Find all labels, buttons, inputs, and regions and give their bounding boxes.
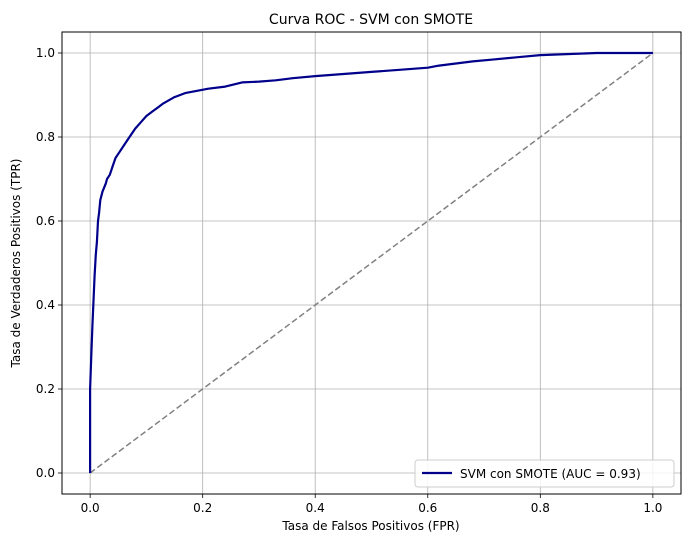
y-tick-label: 0.4 [36,298,55,312]
y-tick-label: 0.8 [36,130,55,144]
x-tick-label: 0.0 [81,501,100,515]
plot-frame [61,31,682,495]
x-tick-label: 0.8 [531,501,550,515]
y-tick-label: 0.2 [36,382,55,396]
legend-box [414,459,675,488]
roc-curve-line [88,51,653,473]
series-layer [88,51,654,474]
legend-label: SVM con SMOTE (AUC = 0.93) [460,467,641,481]
legend: SVM con SMOTE (AUC = 0.93) [414,459,675,488]
y-tick-label: 0.0 [36,466,55,480]
x-axis-label: Tasa de Falsos Positivos (FPR) [281,519,459,533]
y-axis-label: Tasa de Verdaderos Positivos (TPR) [9,159,23,369]
chart-title: Curva ROC - SVM con SMOTE [269,12,473,28]
x-tick-label: 1.0 [643,501,662,515]
x-axis: 0.0 0.2 0.4 0.6 0.8 1.0 [81,494,662,515]
y-tick-label: 0.6 [36,214,55,228]
chance-diagonal-line [89,52,654,474]
y-tick-label: 1.0 [36,46,55,60]
x-tick-label: 0.6 [418,501,437,515]
y-axis: 0.0 0.2 0.4 0.6 0.8 1.0 [36,46,62,480]
x-tick-label: 0.4 [306,501,325,515]
grid-lines [62,32,681,494]
x-tick-label: 0.2 [193,501,212,515]
